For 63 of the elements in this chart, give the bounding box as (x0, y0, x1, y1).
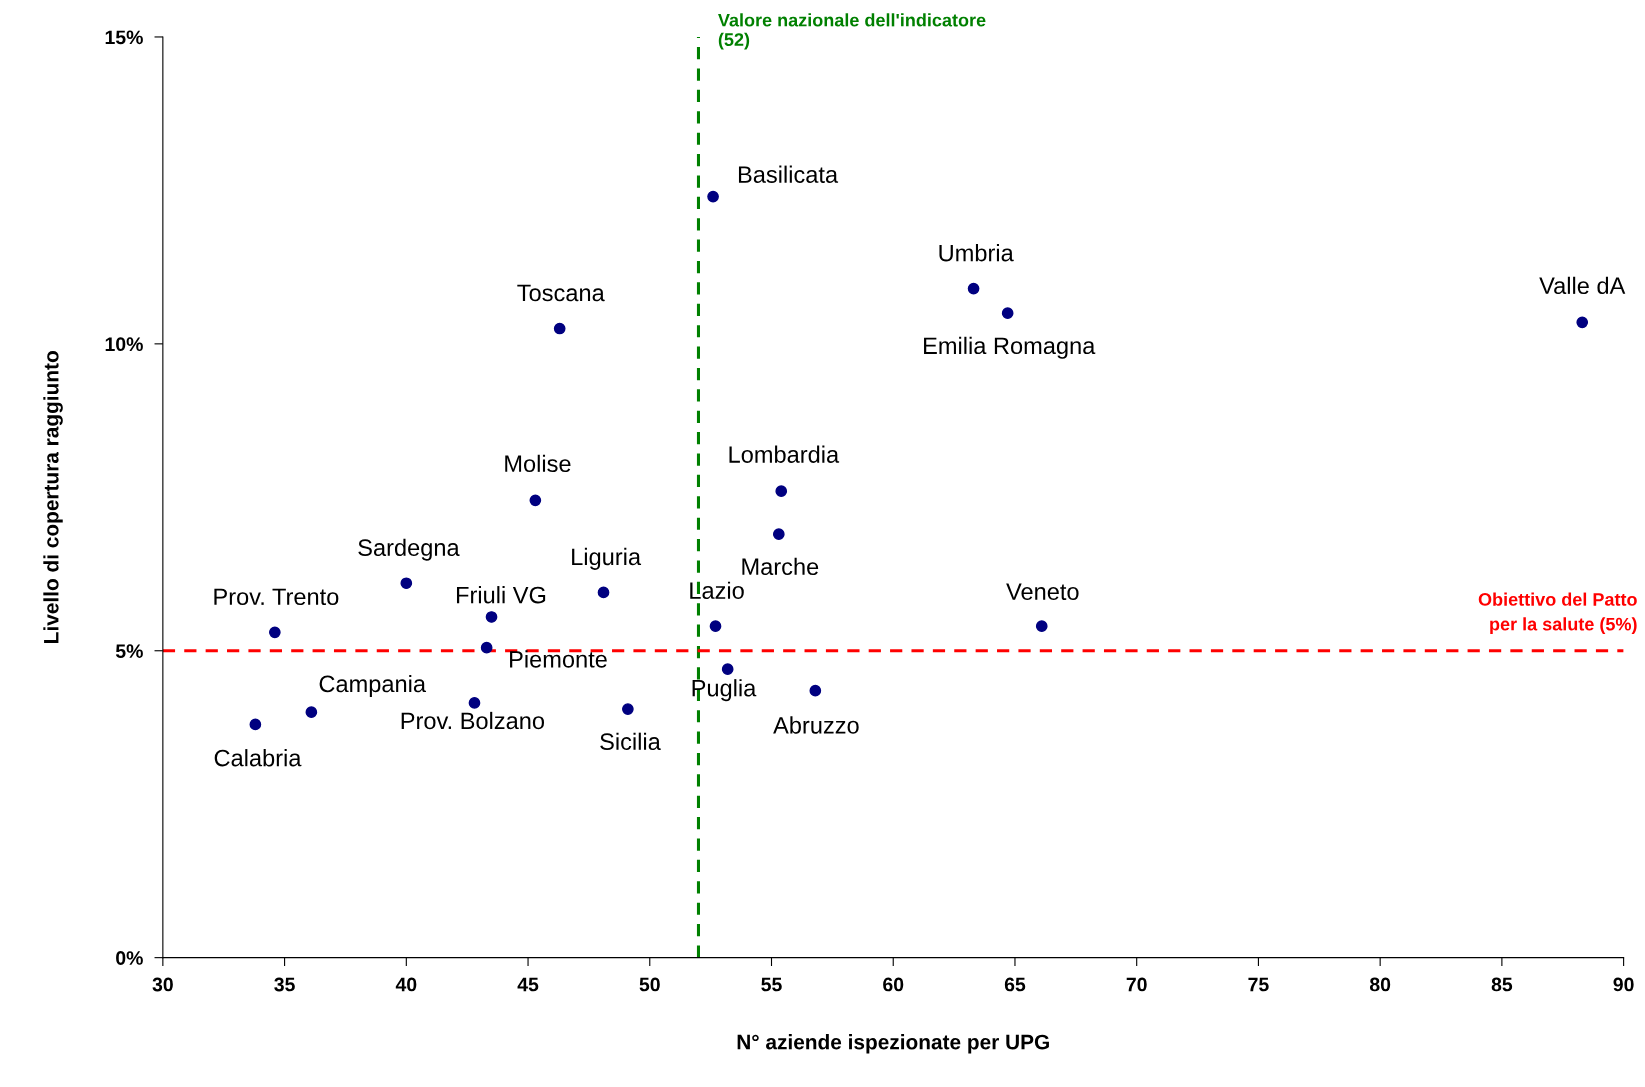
annotation: Friuli VG (456, 586, 546, 604)
x-tick-label: 55 (761, 977, 782, 992)
annotation: Liguria (572, 547, 642, 570)
x-tick-label: 65 (1004, 977, 1026, 992)
point (480, 641, 493, 654)
x-tick-label: 45 (517, 977, 539, 992)
annotation: Lombardia (729, 445, 840, 463)
annotation: Toscana (517, 284, 605, 302)
annotation: Marche (742, 557, 819, 576)
point (553, 322, 566, 335)
point (967, 282, 980, 295)
annotation: Sicilia (600, 732, 661, 751)
point (597, 586, 610, 599)
annotation: Prov. Bolzano (401, 711, 545, 730)
point (809, 684, 822, 697)
y-tick-label: 15% (105, 30, 143, 45)
x-tick-label: 75 (1248, 977, 1269, 992)
annotation: Valle dA (1539, 276, 1626, 295)
x-tick-label: 30 (152, 977, 173, 992)
point (1035, 620, 1048, 633)
x-tick-label: 70 (1126, 977, 1147, 992)
x-axis-title: N° aziende ispezionate per UPG (737, 1034, 1049, 1054)
x-tick-label: 40 (395, 977, 417, 992)
annotation: Piemonte (510, 650, 607, 668)
annotation: Umbria (939, 244, 1014, 262)
x-tick-label: 50 (639, 977, 660, 992)
x-tick-label: 60 (883, 977, 904, 992)
point (707, 190, 719, 203)
point (775, 485, 788, 498)
annotation: Lazio (690, 581, 744, 599)
point (622, 703, 634, 715)
x-tick-label: 85 (1491, 977, 1513, 992)
annotation: Molise (505, 454, 571, 473)
x-tick-label: 35 (274, 977, 295, 992)
annotation: Calabria (214, 749, 302, 767)
point (305, 706, 318, 718)
x-tick-label: 90 (1613, 977, 1634, 992)
point (1576, 316, 1589, 329)
ref-line-label: Obiettivo del Patto per la salute (5%) (1478, 592, 1637, 635)
point (721, 663, 734, 676)
ref-line-label: Valore nazionale dell'indicatore (52) (718, 13, 986, 50)
point (772, 528, 785, 540)
point (529, 494, 542, 507)
y-axis-title: Livello di copertura raggiunto (43, 351, 63, 643)
y-tick-label: 0% (116, 951, 143, 965)
annotation: Basilicata (738, 165, 839, 183)
annotation: Abruzzo (773, 716, 859, 734)
y-tick-label: 5% (115, 644, 143, 658)
annotation: Sardegna (358, 538, 460, 561)
point (709, 620, 722, 633)
annotation: Campania (319, 674, 427, 697)
x-tick-label: 80 (1369, 977, 1391, 992)
point (485, 611, 498, 623)
annotation: Emilia Romagna (924, 336, 1096, 359)
point (249, 718, 262, 731)
point (400, 577, 413, 590)
point (269, 626, 281, 639)
y-tick-label: 10% (105, 337, 143, 352)
point (468, 697, 481, 709)
annotation: Veneto (1006, 583, 1079, 601)
annotation: Puglia (692, 679, 757, 702)
point (1001, 307, 1014, 320)
annotation: Prov. Trento (214, 588, 339, 606)
